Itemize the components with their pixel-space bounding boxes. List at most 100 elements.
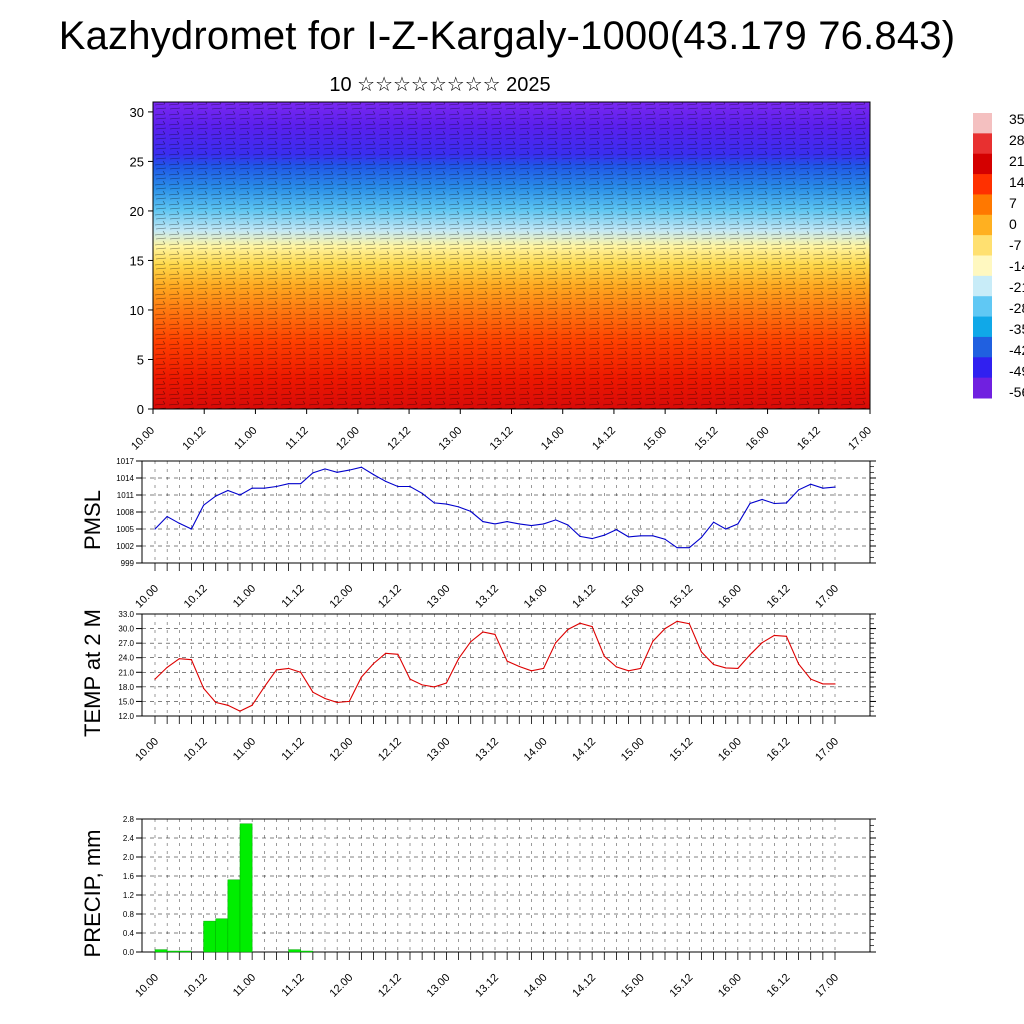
data-point	[603, 534, 605, 536]
panel-ytick-label: 1011	[117, 491, 135, 500]
data-point	[263, 487, 265, 489]
data-bar	[215, 918, 229, 953]
data-point	[336, 701, 338, 704]
panel-xtick-label: 16.12	[765, 972, 793, 1000]
data-point	[810, 483, 812, 485]
colorbar-label: -28	[1009, 300, 1024, 316]
colorbar-swatch	[973, 194, 992, 216]
data-point	[300, 483, 302, 485]
data-point	[470, 641, 472, 643]
data-point	[542, 523, 545, 525]
data-point	[785, 635, 788, 637]
data-point	[797, 489, 800, 491]
panel-ytick-label: 2.0	[123, 853, 135, 862]
data-point	[482, 631, 484, 633]
data-bar	[239, 823, 253, 953]
data-point	[834, 486, 836, 488]
heatmap-ytick-label: 5	[137, 352, 144, 367]
colorbar-swatch	[973, 255, 992, 277]
panel-xtick-label: 12.12	[376, 736, 404, 764]
panel-xtick-label: 11.00	[231, 583, 258, 610]
data-point	[567, 628, 569, 631]
heatmap-ytick-label: 0	[137, 402, 144, 417]
panel-xtick-label: 14.00	[522, 972, 550, 1000]
data-point	[749, 654, 751, 656]
data-point	[555, 519, 557, 521]
heatmap-ytick-label: 25	[130, 154, 144, 169]
panel-frame	[141, 613, 871, 717]
panel-ytick-label: 15.0	[118, 697, 134, 706]
heatmap-xtick-label: 16.12	[795, 425, 823, 453]
data-point	[312, 691, 314, 693]
data-point	[154, 528, 156, 530]
data-point	[749, 502, 751, 505]
data-point	[688, 547, 690, 549]
data-point	[591, 538, 593, 540]
panel-xtick-label: 12.12	[376, 583, 404, 611]
data-point	[506, 660, 508, 662]
data-point	[676, 620, 678, 622]
panel-ytick-label: 1.2	[123, 891, 135, 900]
heatmap-ytick-label: 10	[130, 303, 144, 318]
panel-ytick-label: 24.0	[118, 654, 134, 663]
panel-ytick-label: 1.6	[123, 872, 135, 881]
data-point	[287, 483, 290, 485]
panel-xtick-label: 12.00	[327, 972, 355, 1000]
data-point	[761, 642, 763, 644]
panel-ytick-label: 1014	[116, 474, 134, 483]
data-point	[202, 504, 205, 506]
panel-xtick-label: 11.12	[279, 972, 306, 999]
data-point	[215, 701, 217, 704]
panel-xtick-label: 14.12	[570, 583, 598, 611]
data-point	[615, 666, 618, 668]
colorbar-swatch	[973, 153, 992, 175]
panel-ylabel: PRECIP, mm	[80, 830, 105, 958]
panel-xtick-label: 10.00	[133, 736, 161, 764]
data-point	[202, 687, 205, 689]
data-point	[700, 536, 703, 539]
colorbar-label: 28	[1009, 132, 1024, 148]
panel-xtick-label: 11.12	[279, 583, 306, 610]
panel-ytick-label: 0.4	[123, 929, 135, 938]
data-point	[397, 653, 399, 655]
heatmap-ytick-label: 20	[130, 204, 144, 219]
panel-xtick-label: 15.12	[667, 972, 695, 1000]
panel-xtick-label: 10.12	[182, 736, 210, 764]
data-point	[737, 523, 739, 525]
colorbar-label: -35	[1009, 321, 1024, 337]
panel-xtick-label: 15.12	[667, 736, 695, 764]
data-point	[834, 683, 836, 685]
data-point	[542, 667, 545, 670]
data-point	[372, 474, 375, 476]
panel-ytick-label: 999	[121, 559, 135, 568]
colorbar-label: 14	[1009, 174, 1024, 190]
heatmap-xtick-label: 13.00	[436, 425, 464, 453]
data-point	[324, 468, 326, 470]
data-point	[433, 686, 435, 688]
data-point	[676, 547, 678, 549]
panel-xtick-label: 16.00	[716, 972, 744, 1000]
panel-ytick-label: 2.4	[123, 834, 135, 843]
heatmap-xtick-label: 16.00	[744, 425, 772, 453]
data-point	[457, 506, 460, 508]
data-point	[348, 700, 350, 703]
panel-xtick-label: 13.00	[425, 736, 453, 764]
colorbar-swatch	[973, 377, 992, 399]
data-point	[494, 523, 496, 525]
data-point	[482, 521, 484, 523]
data-point	[190, 528, 193, 530]
data-point	[421, 684, 423, 686]
data-point	[178, 658, 180, 660]
data-point	[445, 682, 448, 684]
data-point	[166, 515, 168, 518]
data-point	[385, 480, 387, 482]
data-bar	[203, 920, 216, 953]
data-point	[712, 521, 715, 523]
data-point	[700, 651, 703, 653]
data-point	[773, 502, 775, 505]
panel-ytick-label: 0.0	[123, 948, 135, 957]
panel-xtick-label: 14.12	[570, 736, 598, 764]
data-point	[409, 485, 411, 488]
data-point	[506, 521, 508, 523]
